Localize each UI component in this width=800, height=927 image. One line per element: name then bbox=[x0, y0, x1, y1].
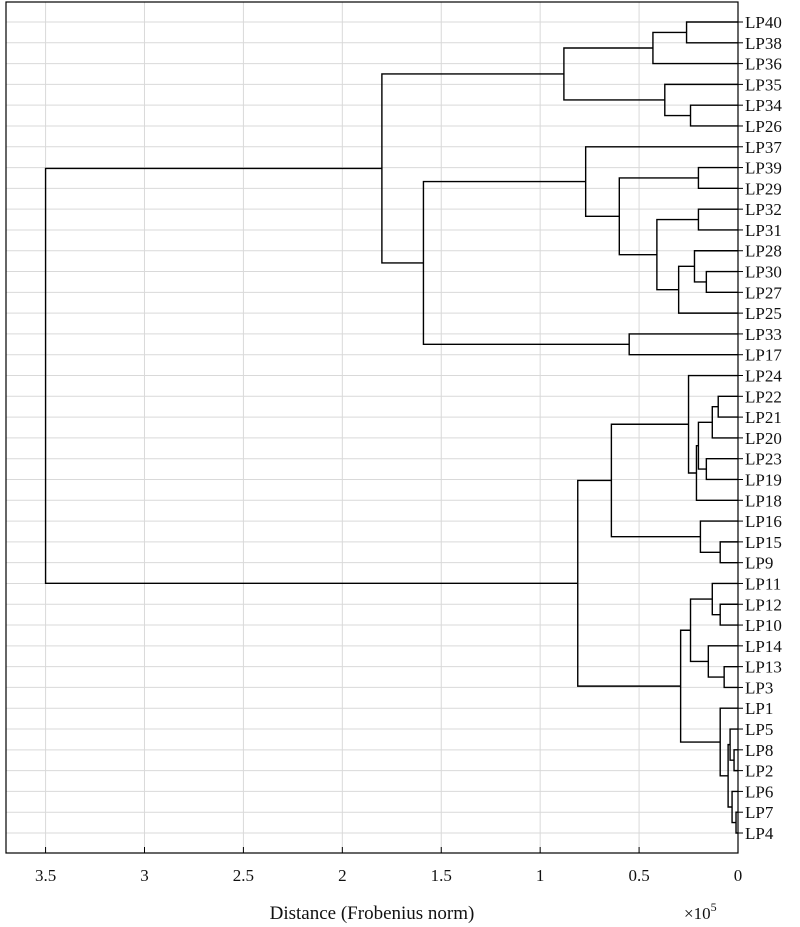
leaf-label-lp40: LP40 bbox=[745, 13, 782, 32]
leaf-label-lp7: LP7 bbox=[745, 803, 774, 822]
leaf-label-lp16: LP16 bbox=[745, 512, 782, 531]
leaf-label-lp17: LP17 bbox=[745, 346, 782, 365]
leaf-label-lp14: LP14 bbox=[745, 637, 782, 656]
dendrogram-link-b8 bbox=[584, 146, 738, 218]
dendrogram-links bbox=[44, 21, 738, 834]
x-tick-label: 1 bbox=[536, 866, 545, 885]
leaf-label-lp21: LP21 bbox=[745, 408, 782, 427]
leaf-label-lp12: LP12 bbox=[745, 595, 782, 614]
x-tick-label: 3.5 bbox=[35, 866, 56, 885]
dendrogram-link-c5 bbox=[695, 444, 738, 501]
dendrogram-link-a5 bbox=[563, 47, 665, 101]
leaf-label-lp30: LP30 bbox=[745, 263, 782, 282]
dendrogram-link-b4 bbox=[693, 250, 738, 283]
leaf-label-lp32: LP32 bbox=[745, 200, 782, 219]
dendrogram-link-d5 bbox=[689, 598, 713, 663]
x-tick-label: 3 bbox=[140, 866, 149, 885]
leaf-label-lp34: LP34 bbox=[745, 96, 782, 115]
leaf-label-lp23: LP23 bbox=[745, 450, 782, 469]
leaf-label-lp4: LP4 bbox=[745, 824, 774, 843]
dendrogram-link-d4 bbox=[707, 645, 738, 678]
leaf-label-lp9: LP9 bbox=[745, 554, 773, 573]
dendrogram-link-b2 bbox=[697, 208, 738, 231]
x-axis-multiplier: ×105 bbox=[684, 900, 717, 923]
dendrogram-link-c7 bbox=[719, 541, 738, 564]
leaf-label-lp26: LP26 bbox=[745, 117, 782, 136]
dendrogram-link-b5 bbox=[677, 265, 738, 314]
dendrogram-link-c9 bbox=[610, 423, 701, 538]
dendrogram-link-root bbox=[44, 167, 578, 584]
leaf-label-lp31: LP31 bbox=[745, 221, 782, 240]
leaf-label-lp28: LP28 bbox=[745, 242, 782, 261]
x-tick-label: 2.5 bbox=[233, 866, 254, 885]
leaf-label-lp35: LP35 bbox=[745, 75, 782, 94]
dendrogram-link-b9 bbox=[628, 333, 738, 356]
leaf-label-lp18: LP18 bbox=[745, 491, 782, 510]
dendrogram-link-c1 bbox=[717, 395, 738, 418]
leaf-label-lp6: LP6 bbox=[745, 782, 773, 801]
leaf-label-lp13: LP13 bbox=[745, 658, 782, 677]
leaf-label-lp20: LP20 bbox=[745, 429, 782, 448]
leaf-label-lp11: LP11 bbox=[745, 574, 781, 593]
x-axis-ticks: 3.5 3 2.5 2 1.5 1 0.5 0 bbox=[35, 847, 742, 885]
dendrogram-link-b3 bbox=[705, 270, 738, 294]
leaf-label-lp27: LP27 bbox=[745, 283, 782, 302]
dendrogram-link-t1 bbox=[381, 73, 564, 264]
x-tick-label: 1.5 bbox=[431, 866, 452, 885]
dendrogram-link-c4 bbox=[697, 421, 713, 470]
leaf-label-lp3: LP3 bbox=[745, 678, 773, 697]
leaf-label-lp19: LP19 bbox=[745, 470, 782, 489]
dendrogram-link-e4 bbox=[731, 790, 738, 824]
leaf-label-lp25: LP25 bbox=[745, 304, 782, 323]
leaf-label-lp22: LP22 bbox=[745, 387, 782, 406]
leaf-label-lp38: LP38 bbox=[745, 34, 782, 53]
dendrogram-link-d1 bbox=[719, 603, 738, 626]
dendrogram-link-a2 bbox=[652, 31, 738, 65]
x-tick-label: 0 bbox=[734, 866, 743, 885]
dendrogram-link-b1 bbox=[697, 166, 738, 190]
dendrogram-link-c6 bbox=[687, 374, 738, 474]
dendrogram-link-c2 bbox=[711, 406, 738, 439]
leaf-label-lp15: LP15 bbox=[745, 533, 782, 552]
leaf-label-lp8: LP8 bbox=[745, 741, 773, 760]
leaf-label-lp10: LP10 bbox=[745, 616, 782, 635]
dendrogram-link-d6 bbox=[679, 629, 721, 743]
dendrogram-link-b10 bbox=[422, 180, 630, 346]
x-tick-label: 0.5 bbox=[628, 866, 649, 885]
leaf-label-lp24: LP24 bbox=[745, 367, 782, 386]
grid-lines bbox=[6, 2, 739, 853]
leaf-label-lp39: LP39 bbox=[745, 159, 782, 178]
dendrogram-link-c3 bbox=[705, 457, 738, 481]
leaf-label-lp29: LP29 bbox=[745, 179, 782, 198]
dendrogram-link-a1 bbox=[685, 21, 738, 44]
dendrogram-link-c8 bbox=[699, 520, 738, 553]
plot-frame bbox=[5, 1, 739, 854]
leaf-label-lp1: LP1 bbox=[745, 699, 773, 718]
dendrogram-link-e3 bbox=[735, 811, 738, 834]
leaf-label-lp2: LP2 bbox=[745, 762, 773, 781]
dendrogram-link-d2 bbox=[711, 582, 738, 616]
x-axis-title: Distance (Frobenius norm) bbox=[270, 903, 475, 924]
leaf-label-lp37: LP37 bbox=[745, 138, 782, 157]
leaf-label-lp5: LP5 bbox=[745, 720, 773, 739]
dendrogram-link-e6 bbox=[719, 707, 738, 777]
leaf-label-lp33: LP33 bbox=[745, 325, 782, 344]
x-axis-multiplier-base: ×10 bbox=[684, 904, 711, 923]
dendrogram-link-a4 bbox=[664, 83, 738, 117]
x-axis-multiplier-exponent: 5 bbox=[711, 900, 717, 914]
dendrogram-link-a3 bbox=[689, 104, 738, 127]
dendrogram-link-d3 bbox=[723, 665, 738, 689]
dendrogram-link-b7 bbox=[618, 177, 699, 256]
x-tick-label: 2 bbox=[338, 866, 347, 885]
leaf-label-lp36: LP36 bbox=[745, 55, 782, 74]
